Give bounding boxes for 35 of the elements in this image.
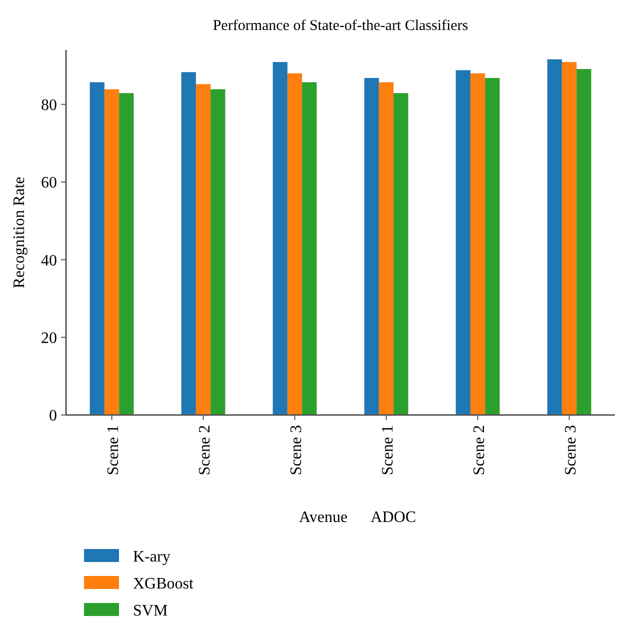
- bar: [562, 62, 577, 415]
- y-tick-label: 0: [49, 408, 57, 425]
- y-tick-label: 80: [41, 96, 57, 114]
- bar: [90, 82, 104, 415]
- legend-label: K-ary: [133, 548, 170, 566]
- bar: [470, 73, 486, 415]
- bar: [196, 84, 211, 415]
- bar: [485, 78, 500, 415]
- x-tick-label: Scene 1: [104, 425, 122, 476]
- x-axis-title: Avenue ADOC: [298, 509, 416, 526]
- y-tick-label: 40: [41, 252, 57, 270]
- bar: [104, 89, 120, 415]
- bar: [210, 89, 226, 415]
- bar: [119, 93, 134, 415]
- x-tick-label: Scene 2: [470, 425, 488, 476]
- bar: [364, 78, 379, 415]
- bar: [394, 93, 408, 415]
- y-axis-title: Recognition Rate: [11, 176, 28, 288]
- bar: [181, 72, 196, 415]
- chart-title: Performance of State-of-the-art Classifiers: [212, 18, 468, 34]
- bar: [456, 70, 470, 415]
- bar: [378, 82, 394, 415]
- y-tick-label: 60: [41, 174, 57, 192]
- bar: [576, 69, 592, 415]
- x-tick-label: Scene 1: [379, 425, 396, 476]
- x-tick-label: Scene 3: [288, 425, 305, 476]
- bar: [547, 59, 562, 415]
- x-tick-label: Scene 2: [196, 425, 214, 476]
- y-tick-label: 20: [41, 330, 57, 347]
- x-tick-label: Scene 3: [562, 425, 580, 476]
- legend-label: XGBoost: [133, 576, 194, 593]
- bar: [272, 62, 288, 415]
- bar: [287, 73, 302, 415]
- bar: [302, 82, 317, 415]
- legend-label: SVM: [133, 602, 168, 620]
